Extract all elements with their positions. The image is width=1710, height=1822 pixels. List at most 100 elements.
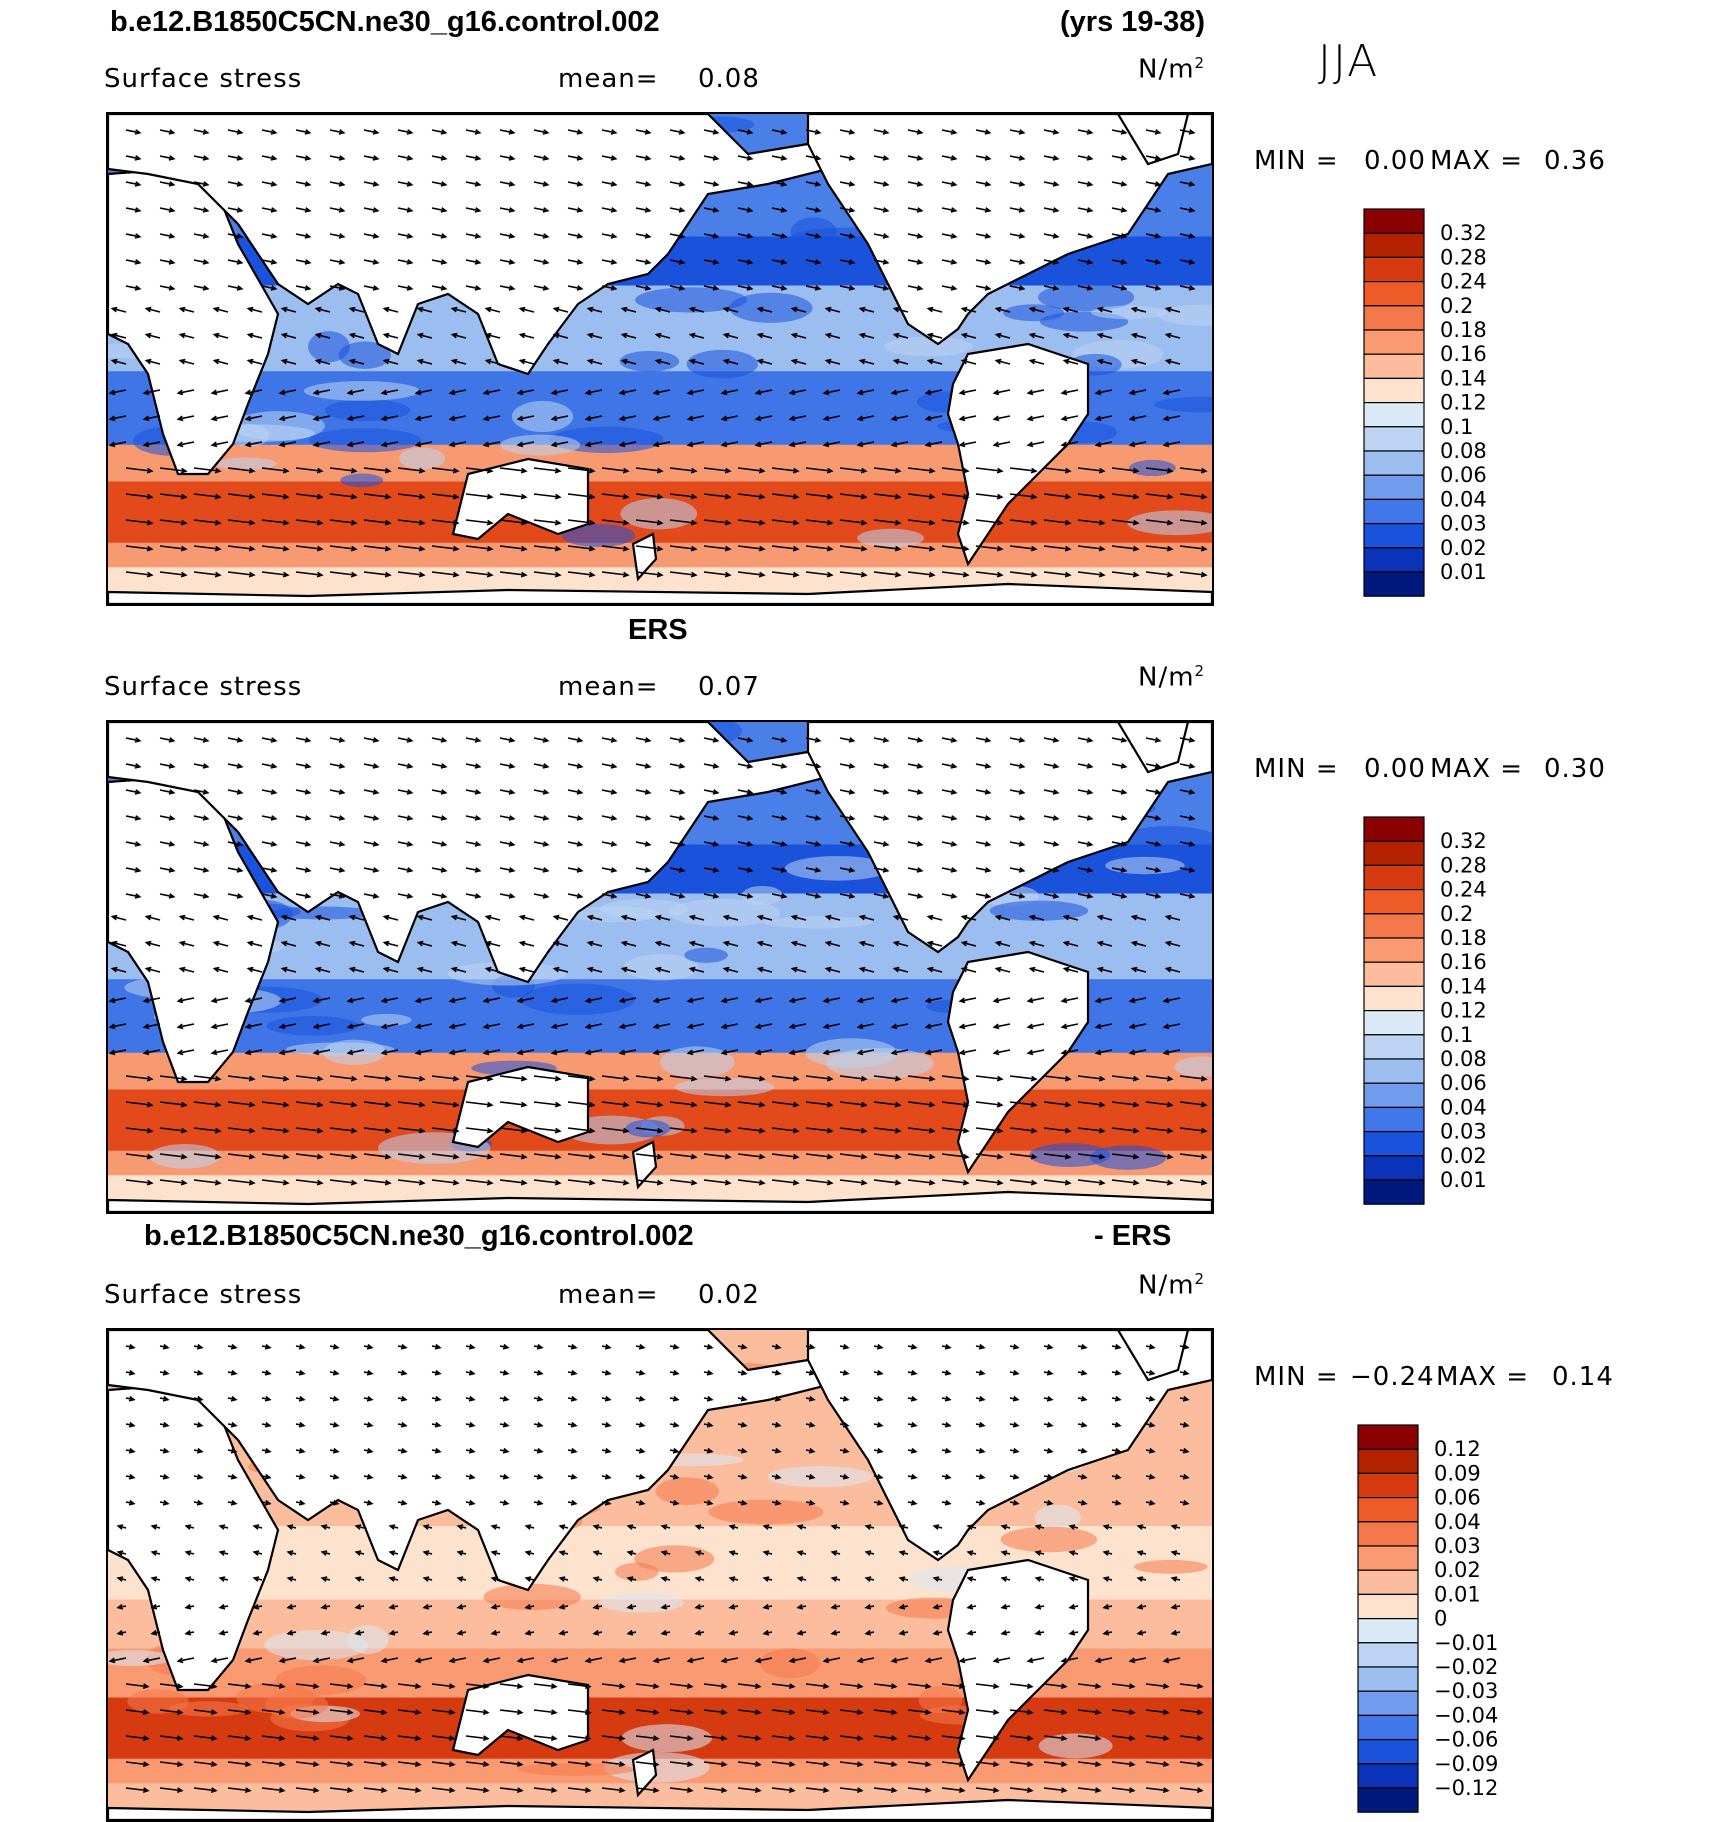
panel1-wind-arrow <box>431 545 458 550</box>
panel1-wind-arrow <box>620 415 637 420</box>
panel1-wind-arrow <box>975 155 990 160</box>
panel3-wind-arrowhead <box>1046 1499 1054 1506</box>
panel2-wind-arrow <box>159 841 174 846</box>
panel2-wind-arrow <box>1062 1049 1079 1054</box>
panel1-wind-arrow <box>756 389 773 394</box>
panel2-wind-arrow <box>295 867 310 872</box>
panel1-wind-arrow <box>146 307 161 313</box>
panel3-wind-arrowhead <box>468 1499 476 1506</box>
panel3-wind-arrowhead <box>788 1657 796 1664</box>
panel1-field-patch <box>340 473 384 488</box>
panel1-wind-arrow <box>193 467 220 472</box>
panel3-wind-arrowhead <box>686 1761 694 1768</box>
panel2-wind-arrow <box>758 941 773 947</box>
panel3-wind-arrowhead <box>958 1709 966 1716</box>
panel1-wind-arrow <box>805 259 820 264</box>
panel1-wind-arrow <box>1062 389 1079 394</box>
panel2-wind-arrowhead <box>552 966 560 973</box>
panel3-wind-arrow <box>669 1787 692 1792</box>
panel1-wind-arrowhead <box>304 129 312 135</box>
panel2-wind-arrowhead <box>996 1127 1004 1134</box>
panel1-wind-arrow <box>635 181 650 186</box>
panel1-wind-arrow <box>860 307 875 313</box>
panel1-wind-arrowhead <box>486 467 494 474</box>
panel3-wind-arrowhead <box>774 1447 782 1454</box>
panel1-wind-arrow <box>975 259 990 264</box>
panel2-wind-arrowhead <box>518 914 526 921</box>
panel3-wind-arrow <box>159 1735 182 1740</box>
panel3-wind-arrowhead <box>218 1576 226 1582</box>
panel2-wind-arrow <box>314 1023 331 1028</box>
panel2-wind-arrowhead <box>720 1049 728 1056</box>
panel3-wind-arrowhead <box>210 1683 218 1690</box>
panel2-wind-arrowhead <box>1030 1179 1038 1186</box>
panel1-wind-arrow <box>180 359 195 365</box>
panel3-wind-arrow <box>907 1735 930 1740</box>
panel1-wind-arrowhead <box>678 207 686 213</box>
panel2-wind-arrowhead <box>384 1075 392 1082</box>
panel3-wind-arrowhead <box>706 1473 714 1480</box>
panel1-wind-arrow <box>112 333 127 339</box>
panel1-wind-arrow <box>1077 545 1104 550</box>
panel2-wind-arrowhead <box>1164 940 1172 947</box>
panel2-wind-arrowhead <box>882 789 890 795</box>
panel2-wind-arrow <box>146 915 161 921</box>
panel1-wind-arrow <box>193 129 208 134</box>
panel3-colorbar-box <box>1357 1496 1419 1523</box>
panel1-wind-arrowhead <box>486 519 494 526</box>
panel1-wind-arrow <box>873 519 900 524</box>
panel1-wind-arrowhead <box>1130 332 1138 339</box>
panel3-wind-arrowhead <box>558 1629 566 1636</box>
panel1-wind-arrow <box>907 181 922 186</box>
panel1-wind-arrow <box>533 467 560 472</box>
panel1-wind-arrowhead <box>652 415 660 422</box>
panel1-wind-arrow <box>805 155 820 160</box>
panel2-wind-arrowhead <box>858 966 866 973</box>
panel1-wind-arrow <box>295 571 322 576</box>
panel2-field-patch <box>805 1038 898 1068</box>
panel2-wind-arrow <box>1111 1179 1138 1184</box>
panel3-wind-arrowhead <box>808 1343 816 1350</box>
panel2-wind-arrow <box>316 967 331 973</box>
panel1-wind-arrow <box>1077 493 1104 498</box>
panel1-wind-arrow <box>178 441 195 446</box>
panel1-wind-arrow <box>499 259 514 264</box>
panel3-wind-arrow <box>941 1683 964 1688</box>
panel2-wind-arrowhead <box>1132 1101 1140 1108</box>
panel2-wind-arrow <box>975 1101 1002 1106</box>
panel3-wind-arrowhead <box>400 1395 408 1402</box>
panel1-colorbar-label: 0.08 <box>1440 439 1487 463</box>
panel3-wind-arrow <box>261 1761 284 1766</box>
panel2-wind-arrowhead <box>984 737 992 743</box>
panel3-wind-arrow <box>227 1735 250 1740</box>
panel1-wind-arrowhead <box>962 467 970 474</box>
panel1-wind-arrow <box>227 129 242 134</box>
panel2-wind-arrowhead <box>542 815 550 821</box>
panel2-colorbar-label: 0.06 <box>1440 1071 1487 1095</box>
panel1-wind-arrow <box>1130 389 1147 394</box>
panel1-colorbar-label: 0.03 <box>1440 512 1487 536</box>
panel2-wind-arrow <box>193 763 208 768</box>
panel2-wind-arrow <box>994 1049 1011 1054</box>
panel2-wind-arrow <box>465 867 480 872</box>
panel3-wind-arrowhead <box>686 1683 694 1690</box>
panel2-wind-arrow <box>227 763 242 768</box>
panel2-wind-arrow <box>316 915 331 921</box>
panel2-wind-arrow <box>622 941 637 947</box>
panel1-wind-arrowhead <box>720 441 728 448</box>
panel1-wind-arrow <box>975 493 1002 498</box>
panel1-wind-arrow <box>193 233 208 238</box>
panel3-field-patch <box>274 1665 367 1696</box>
panel1-wind-arrowhead <box>474 259 482 265</box>
panel2-wind-arrowhead <box>622 1127 630 1134</box>
panel1-wind-arrow <box>227 467 254 472</box>
panel1-wind-arrow <box>1009 181 1024 186</box>
panel1-wind-arrowhead <box>304 181 312 187</box>
panel1-wind-arrow <box>112 307 127 313</box>
panel1-wind-arrow <box>1132 307 1147 313</box>
panel1-wind-arrowhead <box>822 441 830 448</box>
panel1-colorbar-box <box>1363 280 1425 307</box>
panel2-wind-arrowhead <box>474 789 482 795</box>
panel3-min-label: MIN = <box>1254 1362 1339 1392</box>
panel1-wind-arrow <box>1009 259 1024 264</box>
